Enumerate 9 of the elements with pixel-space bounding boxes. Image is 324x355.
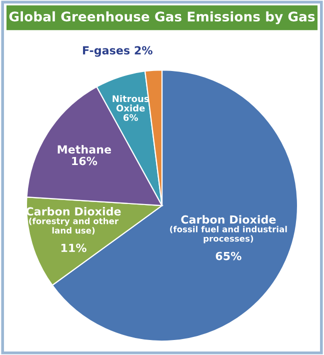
data-label: 65% [216, 252, 242, 260]
data-label: 11% [61, 244, 86, 252]
data-label: 6% [123, 114, 138, 121]
slice-label: F-gases 2% [83, 46, 152, 57]
chart-title: Global Greenhouse Gas Emissions by Gas [9, 11, 315, 24]
data-label: 16% [72, 156, 98, 166]
slice-label: Carbon Dioxide (forestry and other land use) [26, 206, 121, 235]
slice-label: Carbon Dioxide (fossil fuel and industrial processes) [170, 215, 287, 244]
slice-label: Methane [58, 145, 112, 154]
